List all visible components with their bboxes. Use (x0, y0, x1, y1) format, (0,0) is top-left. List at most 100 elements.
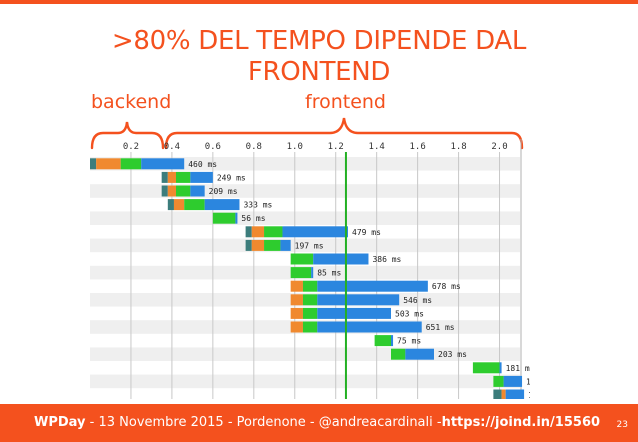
bar-segment-dns (161, 171, 168, 183)
bar-segment-receive (280, 239, 291, 251)
bar-segment-receive (282, 226, 348, 238)
footer-bar: WPDay - 13 Novembre 2015 - Pordenone - @… (0, 404, 638, 442)
bar-segment-wait (302, 280, 318, 292)
x-tick-label: 1.0 (287, 142, 303, 152)
bar-duration-label: 197 ms (295, 241, 324, 250)
bar-segment-connect (290, 321, 303, 333)
x-tick-label: 0.8 (246, 142, 262, 152)
bar-segment-wait (302, 307, 318, 319)
bar-segment-receive (317, 321, 422, 333)
bar-segment-connect (290, 307, 303, 319)
row-background (90, 157, 520, 171)
footer-text: WPDay - 13 Novembre 2015 - Pordenone - @… (34, 414, 600, 432)
footer-link[interactable]: https://joind.in/15560 (441, 415, 601, 430)
bar-segment-receive (190, 185, 205, 197)
bar-segment-receive (499, 362, 502, 374)
bar-segment-wait (391, 348, 406, 360)
bar-segment-wait (264, 226, 283, 238)
bar-segment-wait (472, 362, 500, 374)
bar-duration-label: 1 (528, 391, 530, 399)
bar-duration-label: 249 ms (217, 173, 246, 182)
bar-segment-wait (184, 199, 205, 211)
bar-segment-receive (405, 348, 434, 360)
bar-segment-wait (120, 158, 142, 170)
bar-duration-label: 479 ms (352, 228, 381, 237)
slide-title-line-1: >80% DEL TEMPO DIPENDE DAL (111, 26, 527, 56)
bar-duration-label: 546 ms (403, 296, 432, 305)
waterfall-svg: 0.2 0.4 0.6 0.8 1.0 1.2 1.4 1.6 1.8 2.0 460 ms249 … (90, 139, 530, 399)
bar-segment-receive (317, 294, 400, 306)
bar-segment-receive (505, 389, 525, 399)
x-tick-label: 0.2 (123, 142, 139, 152)
row-background (90, 238, 520, 253)
row-background (90, 184, 520, 198)
bar-segment-wait (302, 321, 318, 333)
bar-segment-connect (251, 239, 265, 251)
bar-segment-receive (311, 267, 314, 279)
bar-segment-wait (290, 253, 314, 265)
bar-duration-label: 503 ms (395, 309, 424, 318)
x-tick-label: 0.4 (164, 142, 180, 152)
bar-segment-receive (317, 307, 391, 319)
x-tick-label: 1.4 (369, 142, 385, 152)
bar-segment-dns (245, 239, 252, 251)
page-number: 23 (616, 420, 628, 430)
bar-duration-label: 651 ms (426, 323, 455, 332)
bar-duration-label: 203 ms (438, 350, 467, 359)
bar-segment-connect (251, 226, 265, 238)
bar-segment-dns (90, 158, 97, 170)
bar-segment-dns (161, 185, 168, 197)
row-background (90, 211, 520, 225)
bar-segment-wait (176, 185, 191, 197)
bar-segment-dns (167, 199, 174, 211)
bar-duration-label: 1 (526, 377, 530, 386)
slide-title: >80% DEL TEMPO DIPENDE DAL FRONTEND (0, 26, 638, 88)
bar-duration-label: 181 ms (506, 364, 530, 373)
bar-segment-receive (141, 158, 185, 170)
bar-segment-receive (204, 199, 240, 211)
top-accent-bar (0, 0, 638, 4)
bar-segment-wait (493, 375, 504, 387)
bar-segment-connect (501, 389, 506, 399)
x-tick-label: 2.0 (491, 142, 507, 152)
slide-title-line-2: FRONTEND (247, 57, 391, 87)
bar-segment-wait (302, 294, 318, 306)
backend-label: backend (91, 91, 172, 113)
bar-segment-receive (235, 212, 238, 224)
bar-duration-label: 85 ms (317, 269, 341, 278)
x-tick-label: 1.8 (450, 142, 466, 152)
bar-segment-receive (503, 375, 523, 387)
bar-segment-connect (290, 294, 303, 306)
row-background (90, 374, 520, 389)
bar-segment-receive (391, 335, 394, 347)
bar-duration-label: 386 ms (372, 255, 401, 264)
x-tick-label: 1.6 (409, 142, 425, 152)
bar-segment-wait (374, 335, 391, 347)
bar-duration-label: 333 ms (243, 201, 272, 210)
bar-segment-connect (167, 171, 176, 183)
bar-duration-label: 56 ms (241, 214, 265, 223)
bar-segment-receive (313, 253, 369, 265)
bar-segment-wait (290, 267, 312, 279)
footer-info: - 13 Novembre 2015 - Pordenone - @andrea… (85, 415, 442, 430)
bar-segment-wait (264, 239, 281, 251)
bar-segment-dns (493, 389, 502, 399)
bar-duration-label: 75 ms (397, 337, 421, 346)
bar-segment-receive (317, 280, 428, 292)
bar-duration-label: 209 ms (209, 187, 238, 196)
bar-segment-wait (176, 171, 191, 183)
footer-brand: WPDay (34, 415, 86, 430)
x-tick-label: 1.2 (328, 142, 344, 152)
bar-duration-label: 460 ms (188, 160, 217, 169)
bar-segment-connect (173, 199, 185, 211)
waterfall-chart: 0.2 0.4 0.6 0.8 1.0 1.2 1.4 1.6 1.8 2.0 460 ms 249 … (90, 139, 530, 399)
bar-segment-wait (212, 212, 236, 224)
bar-segment-connect (290, 280, 303, 292)
bar-segment-connect (96, 158, 121, 170)
bar-segment-connect (167, 185, 176, 197)
x-tick-label: 0.6 (205, 142, 221, 152)
frontend-label: frontend (305, 91, 386, 113)
bar-segment-dns (245, 226, 252, 238)
bar-segment-receive (190, 171, 213, 183)
